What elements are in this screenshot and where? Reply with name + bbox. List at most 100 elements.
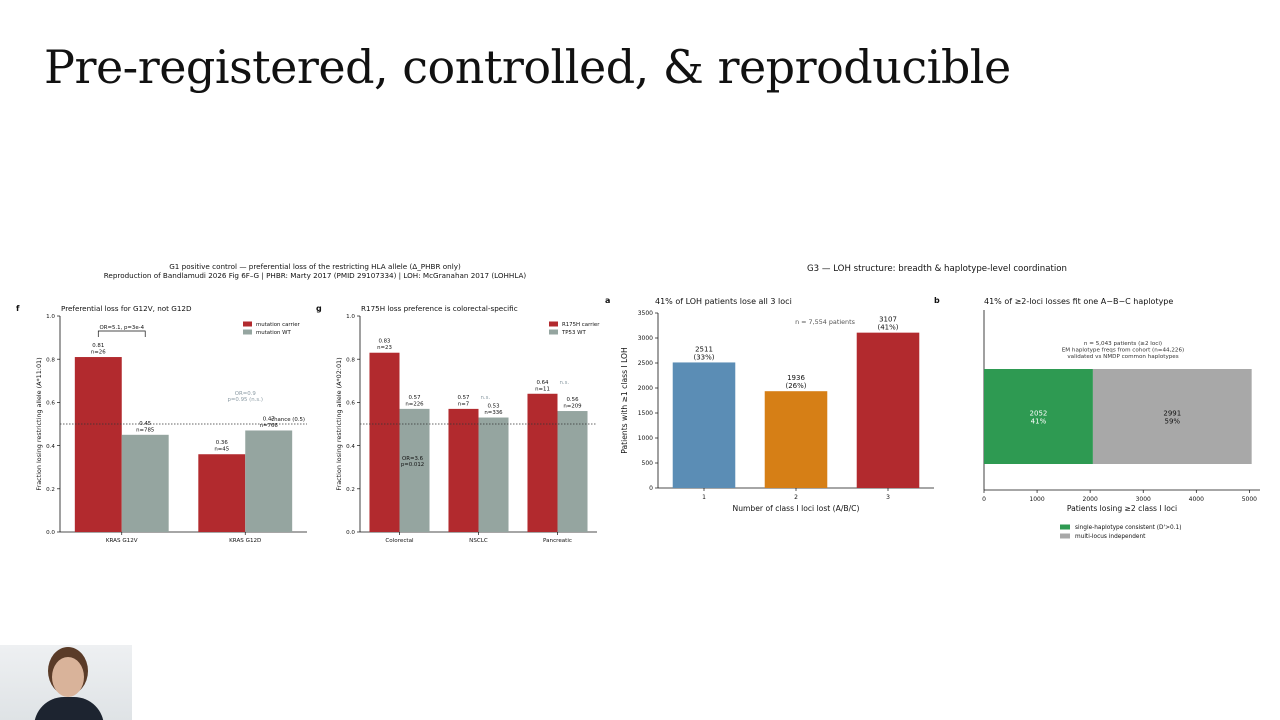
x-tick-label: NSCLC bbox=[469, 538, 488, 544]
legend-swatch bbox=[1060, 524, 1070, 530]
data-label-n: n=785 bbox=[136, 427, 154, 433]
y-tick-label: 500 bbox=[642, 460, 654, 467]
legend-swatch bbox=[243, 321, 252, 327]
legend-label: multi-locus independent bbox=[1075, 534, 1146, 540]
segment-pct: 59% bbox=[1165, 418, 1181, 426]
g3-title: G3 — LOH structure: breadth & haplotype-… bbox=[807, 264, 1067, 274]
y-tick-label: 0.6 bbox=[346, 401, 355, 407]
x-axis-label-a: Number of class I loci lost (A/B/C) bbox=[733, 504, 860, 513]
y-tick-label: 2000 bbox=[638, 385, 653, 392]
y-axis-label-f: Fraction losing restricting allele (A*11… bbox=[35, 357, 43, 490]
g1-title: G1 positive control — preferential loss … bbox=[169, 262, 461, 271]
segment-independent bbox=[1092, 369, 1252, 464]
y-tick-label: 2500 bbox=[638, 360, 653, 367]
y-tick-label: 0.4 bbox=[46, 444, 55, 450]
data-label-n: n=336 bbox=[484, 410, 503, 416]
segment-pct: 41% bbox=[1031, 418, 1047, 426]
data-label: 3107 bbox=[879, 316, 897, 324]
y-tick-label: 0.2 bbox=[346, 487, 355, 493]
bar-loci-2 bbox=[764, 391, 828, 488]
y-tick-label: 0 bbox=[649, 485, 653, 492]
slide-title: Pre-registered, controlled, & reproducib… bbox=[44, 40, 1011, 94]
cohort-note: n = 5,043 patients (≥2 loci) bbox=[1084, 341, 1162, 347]
ns-annotation: n.s. bbox=[481, 395, 491, 401]
segment-haplotype bbox=[984, 369, 1093, 464]
data-label-n: n=209 bbox=[563, 404, 582, 410]
segment-value: 2052 bbox=[1030, 410, 1048, 418]
y-tick-label: 0.0 bbox=[46, 530, 55, 536]
x-tick-label: Pancreatic bbox=[543, 538, 572, 544]
ns-annotation: OR=0.9 bbox=[235, 391, 257, 397]
bar-g-control bbox=[557, 411, 588, 532]
bar-loci-3 bbox=[856, 332, 920, 488]
legend-label: single-haplotype consistent (D'>0.1) bbox=[1075, 525, 1181, 531]
data-label-n: n=226 bbox=[405, 401, 424, 407]
data-label: 0.57 bbox=[409, 395, 421, 401]
data-label-n: n=26 bbox=[91, 350, 106, 356]
x-tick-label: KRAS G12V bbox=[106, 538, 138, 544]
or-annotation: OR=3.6 bbox=[402, 456, 424, 462]
legend-swatch bbox=[549, 321, 558, 327]
x-tick-label: 1 bbox=[702, 494, 706, 501]
panel-letter-a: a bbox=[605, 296, 610, 305]
y-tick-label: 0.6 bbox=[46, 401, 55, 407]
legend-swatch bbox=[1060, 533, 1070, 539]
x-axis-label-b: Patients losing ≥2 class I loci bbox=[1067, 504, 1177, 513]
bar-g-carrier bbox=[527, 393, 558, 532]
ns-annotation: n.s. bbox=[560, 380, 570, 386]
x-tick-label: 2 bbox=[794, 494, 798, 501]
y-tick-label: 1.0 bbox=[346, 314, 355, 320]
y-axis-label-a: Patients with ≥1 class I LOH bbox=[620, 347, 629, 454]
data-label-n: n=766 bbox=[260, 423, 279, 429]
panel-letter-g: g bbox=[316, 304, 322, 313]
y-axis-label-g: Fraction losing restricting allele (A*02… bbox=[335, 357, 343, 490]
legend-swatch bbox=[243, 329, 252, 335]
x-tick-label: Colorectal bbox=[385, 538, 414, 544]
data-label-n: n=7 bbox=[458, 401, 469, 407]
presenter-head bbox=[52, 657, 84, 697]
presenter-body bbox=[34, 697, 104, 720]
panel-title-g: R175H loss preference is colorectal-spec… bbox=[361, 304, 518, 313]
bar-g-carrier bbox=[369, 352, 400, 532]
g1-subtitle: Reproduction of Bandlamudi 2026 Fig 6F–G… bbox=[104, 271, 527, 280]
x-tick-label: 3 bbox=[886, 494, 890, 501]
bar-f-carrier bbox=[198, 454, 246, 532]
panel-title-b: 41% of ≥2-loci losses fit one A−B−C hapl… bbox=[984, 297, 1173, 306]
x-tick-label: 2000 bbox=[1083, 496, 1098, 503]
reference-label: chance (0.5) bbox=[271, 417, 305, 423]
x-tick-label: 3000 bbox=[1136, 496, 1151, 503]
significance-label: OR=5.1, p=3e-4 bbox=[99, 325, 144, 331]
data-label-n: n=23 bbox=[377, 345, 392, 351]
y-tick-label: 3500 bbox=[638, 310, 653, 317]
x-tick-label: 4000 bbox=[1189, 496, 1204, 503]
data-label: 0.64 bbox=[536, 380, 549, 386]
y-tick-label: 0.4 bbox=[346, 444, 355, 450]
bar-f-control bbox=[245, 430, 293, 532]
data-label: 0.81 bbox=[92, 343, 104, 349]
data-label: 0.56 bbox=[567, 397, 580, 403]
data-label: 2511 bbox=[695, 345, 713, 353]
x-tick-label: 0 bbox=[982, 496, 986, 503]
y-tick-label: 3000 bbox=[638, 335, 653, 342]
segment-value: 2991 bbox=[1163, 410, 1181, 418]
data-label-pct: (26%) bbox=[785, 382, 806, 390]
cohort-note: validated vs NMDP common haplotypes bbox=[1067, 354, 1178, 360]
data-label: 0.57 bbox=[457, 395, 469, 401]
y-tick-label: 0.2 bbox=[46, 487, 55, 493]
legend-label: R175H carrier bbox=[562, 322, 600, 328]
panel-letter-f: f bbox=[16, 304, 20, 313]
bar-g-control bbox=[478, 417, 509, 532]
y-tick-label: 0.0 bbox=[346, 530, 355, 536]
legend-label: mutation carrier bbox=[256, 322, 301, 328]
data-label: 0.53 bbox=[488, 404, 500, 410]
data-label: 0.83 bbox=[378, 339, 390, 345]
legend-swatch bbox=[549, 329, 558, 335]
cohort-note: EM haplotype freqs from cohort (n=44,226… bbox=[1062, 348, 1184, 354]
x-tick-label: KRAS G12D bbox=[229, 538, 261, 544]
legend-label: TP53 WT bbox=[561, 330, 586, 336]
data-label: 0.47 bbox=[263, 416, 275, 422]
bar-loci-1 bbox=[672, 362, 736, 488]
y-tick-label: 0.8 bbox=[346, 357, 355, 363]
data-label: 1936 bbox=[787, 374, 805, 382]
